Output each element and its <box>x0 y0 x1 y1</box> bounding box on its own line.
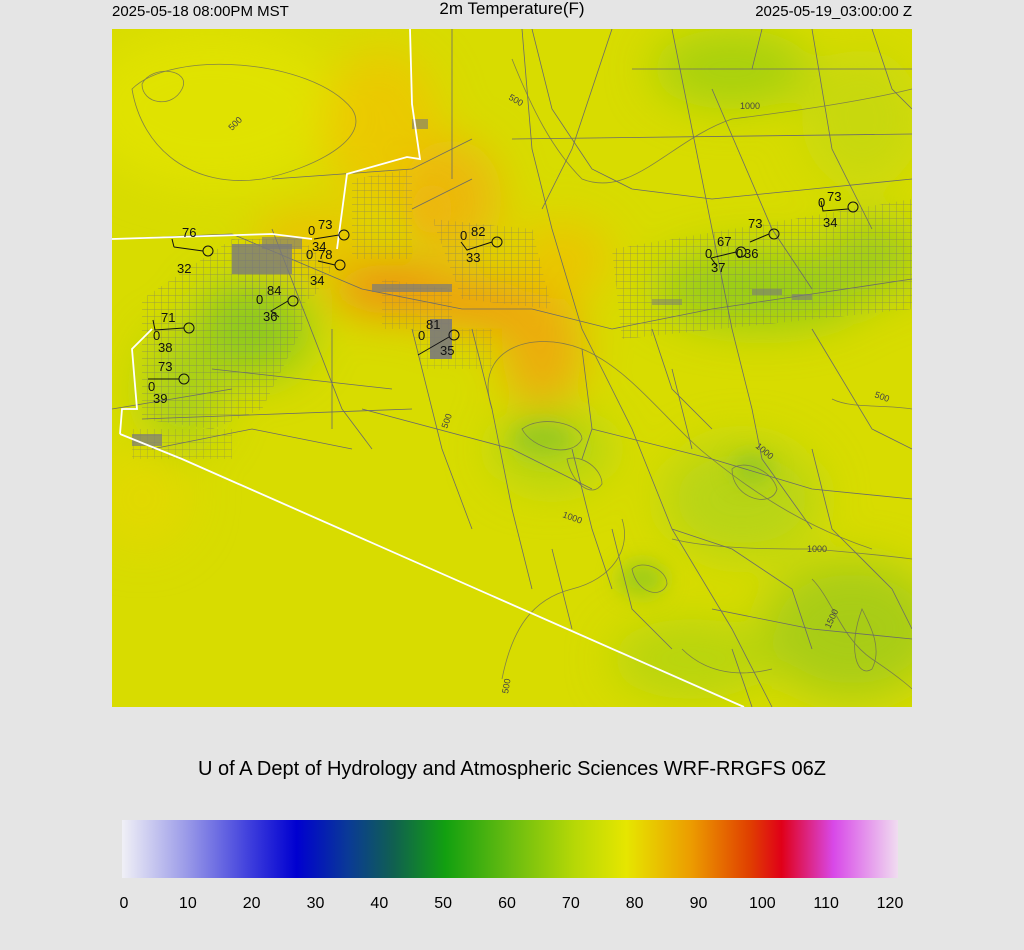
station-plot: 82 0 33 <box>460 224 503 265</box>
colorbar-tick-label: 0 <box>119 895 129 912</box>
temperature-colorbar <box>122 820 898 878</box>
valid-time-label: 2025-05-19_03:00:00 Z <box>755 3 912 20</box>
map-title: 2m Temperature(F) <box>439 0 585 18</box>
colorbar-tick-label: 80 <box>625 895 644 912</box>
station-cloud: 0 <box>705 246 712 261</box>
station-temp: 73 <box>158 359 172 374</box>
colorbar-tick-label: 30 <box>306 895 325 912</box>
station-cloud: 0 <box>148 379 155 394</box>
station-cloud: 0 <box>308 223 315 238</box>
station-dewpoint: 35 <box>440 343 454 358</box>
contour-label: 500 <box>500 678 512 695</box>
colorbar-gradient <box>122 820 898 878</box>
temperature-map: 500 1000 500 1000 500 500 1000 1000 500 … <box>112 29 912 707</box>
colorbar-tick-label: 120 <box>876 895 904 912</box>
contour-label: 1000 <box>807 544 827 554</box>
station-plot: 81 0 35 <box>417 317 460 358</box>
contour-label: 500 <box>873 389 891 404</box>
contour-label: 500 <box>439 412 454 430</box>
station-dewpoint: 37 <box>711 260 725 275</box>
colorbar-tick-label: 50 <box>434 895 453 912</box>
station-dewpoint: 32 <box>177 261 191 276</box>
station-plot: 76 32 <box>171 225 214 276</box>
station-dewpoint: 38 <box>158 340 172 355</box>
station-dewpoint: 33 <box>466 250 480 265</box>
station-cloud: 0 <box>736 246 743 261</box>
station-cloud: 0 <box>460 228 467 243</box>
station-temp: 67 <box>717 234 731 249</box>
station-dewpoint: 34 <box>823 215 837 230</box>
colorbar-tick-label: 10 <box>178 895 197 912</box>
station-temp: 81 <box>426 317 440 332</box>
station-plots: 76 32 73 0 34 78 0 34 84 0 36 82 0 33 <box>148 189 859 406</box>
station-dewpoint: 34 <box>310 273 324 288</box>
state-borders <box>112 29 745 707</box>
urban-core <box>132 119 812 446</box>
station-temp: 76 <box>182 225 196 240</box>
station-plot: 84 0 36 <box>256 283 299 324</box>
station-temp: 71 <box>161 310 175 325</box>
station-temp: 82 <box>471 224 485 239</box>
station-plot: 73 0 34 <box>308 217 350 254</box>
station-plot: 78 0 34 <box>306 247 346 288</box>
station-temp: 73 <box>318 217 332 232</box>
station-dewpoint: 36 <box>744 246 758 261</box>
colorbar-tick-label: 90 <box>689 895 708 912</box>
station-plot: 73 0 34 <box>818 189 859 230</box>
station-dewpoint: 39 <box>153 391 167 406</box>
colorbar-tick-label: 70 <box>561 895 580 912</box>
station-plot: 73 0 36 <box>736 216 780 261</box>
station-cloud: 0 <box>818 195 825 210</box>
colorbar-tick-label: 110 <box>813 895 839 912</box>
station-temp: 78 <box>318 247 332 262</box>
colorbar-tick-label: 20 <box>242 895 261 912</box>
station-cloud: 0 <box>153 328 160 343</box>
model-credit: U of A Dept of Hydrology and Atmospheric… <box>197 758 827 780</box>
terrain-contours <box>131 58 912 690</box>
station-plot: 73 0 39 <box>148 359 190 406</box>
station-temp: 73 <box>827 189 841 204</box>
station-cloud: 0 <box>418 328 425 343</box>
station-cloud: 0 <box>256 292 263 307</box>
station-dewpoint: 34 <box>312 239 326 254</box>
road-network <box>112 29 912 707</box>
station-plot: 67 0 37 <box>705 234 747 275</box>
colorbar-tick-label: 100 <box>748 895 776 912</box>
station-temp: 73 <box>748 216 762 231</box>
station-temp: 84 <box>267 283 281 298</box>
station-dewpoint: 36 <box>263 309 277 324</box>
colorbar-tick-label: 60 <box>498 895 516 912</box>
contour-label: 1000 <box>740 101 760 111</box>
local-time-label: 2025-05-18 08:00PM MST <box>112 3 289 20</box>
colorbar-tick-label: 40 <box>370 895 389 912</box>
station-plot: 71 0 38 <box>152 310 195 355</box>
station-cloud: 0 <box>306 247 313 262</box>
